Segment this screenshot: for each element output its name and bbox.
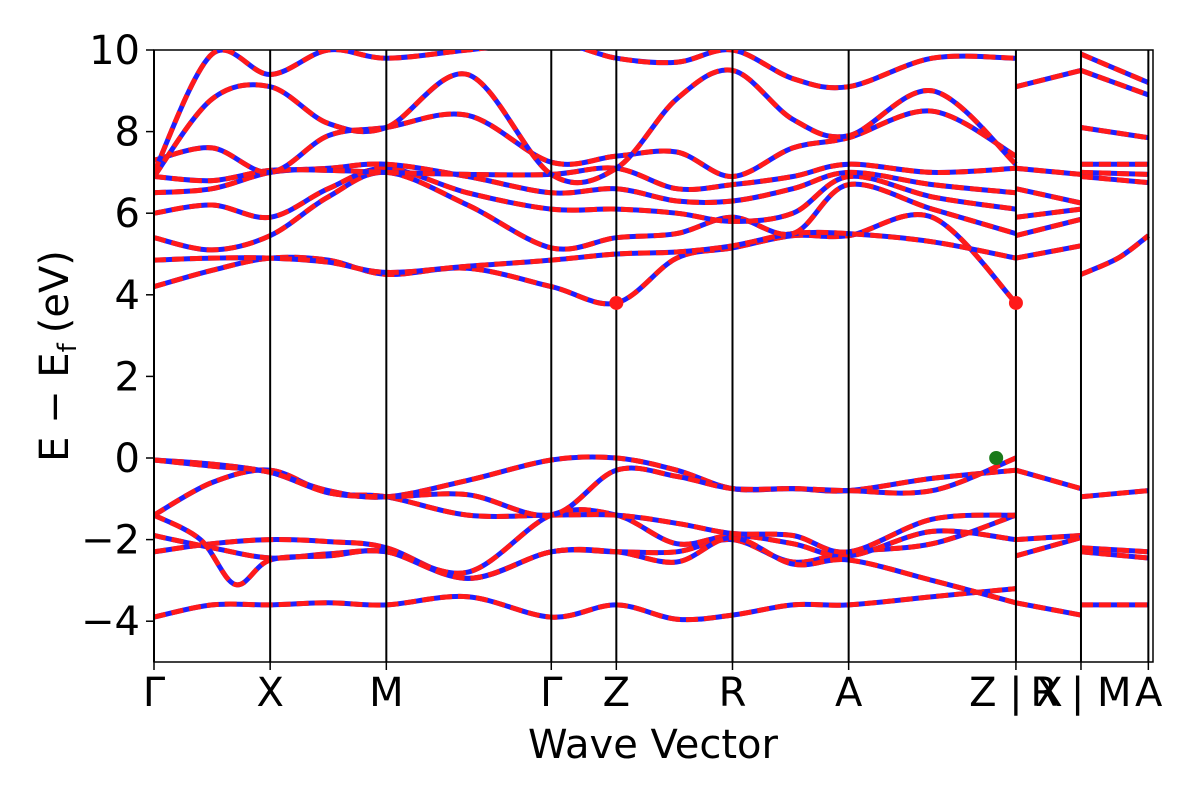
- band-line-spin-down-16: [1015, 67, 1082, 90]
- x-axis-label: Wave Vector: [528, 722, 779, 768]
- band-line-spin-down-20: [1015, 216, 1082, 239]
- band-line-spin-down-35: [1080, 549, 1149, 561]
- band-line-spin-down-17: [1015, 165, 1082, 177]
- band-line-spin-down-22: [1015, 467, 1082, 492]
- band-line-spin-down-24: [1015, 535, 1082, 559]
- band-line-spin-down-27: [1080, 68, 1150, 98]
- high-symmetry-lines: [153, 50, 1150, 662]
- y-tick-label: −4: [81, 599, 140, 645]
- band-line-spin-down-6: [154, 455, 1017, 519]
- band-line-spin-down-3: [154, 512, 1017, 606]
- band-line-spin-down-7: [154, 212, 1018, 307]
- y-axis-label-unit: (eV): [32, 250, 78, 333]
- y-tick-label: 0: [115, 436, 140, 482]
- x-tick-label: R: [719, 670, 747, 716]
- band-line-spin-down-25: [1015, 600, 1082, 618]
- extremum-marker-0: [609, 295, 624, 310]
- band-line-spin-down-23: [1015, 533, 1082, 543]
- x-tick-label: M: [369, 670, 404, 716]
- band-line-spin-down-33: [1080, 488, 1149, 500]
- y-axis-ticks: −4 −2 0 2 4 6 8 10: [81, 28, 154, 645]
- band-line-spin-down-34: [1080, 545, 1149, 555]
- y-axis-label: E − Ef (eV): [32, 250, 83, 462]
- x-tick-label: X: [256, 670, 283, 716]
- y-tick-label: 8: [115, 110, 140, 156]
- band-line-spin-down-30: [1080, 169, 1149, 177]
- x-tick-label: Z | X: [969, 670, 1063, 716]
- x-tick-label: R | M: [1030, 670, 1131, 716]
- plot-area: [153, 49, 1154, 663]
- y-tick-label: 6: [115, 191, 140, 237]
- band-line-spin-down-32: [1080, 233, 1150, 277]
- y-tick-label: −2: [81, 518, 140, 564]
- band-line-spin-down-8: [154, 229, 1017, 275]
- y-tick-label: 10: [89, 28, 140, 74]
- band-line-spin-down-18: [1015, 186, 1082, 206]
- plot-frame: [153, 49, 1154, 663]
- band-line-spin-down-28: [1080, 125, 1149, 141]
- x-tick-label: A: [835, 670, 863, 716]
- x-tick-label: Γ: [540, 670, 563, 716]
- band-line-spin-down-1: [154, 512, 1017, 581]
- y-axis-label-main: E − E: [32, 352, 78, 462]
- band-line-spin-down-21: [1015, 243, 1082, 261]
- y-tick-label: 2: [115, 354, 140, 400]
- extremum-markers: [609, 295, 1023, 465]
- x-tick-label: A: [1135, 670, 1163, 716]
- x-tick-label: Z: [603, 670, 630, 716]
- extremum-marker-1: [1008, 295, 1023, 310]
- band-line-spin-down-31: [1080, 174, 1149, 186]
- band-line-spin-down-19: [1015, 206, 1082, 220]
- y-axis-label-subscript: f: [53, 342, 83, 352]
- extremum-marker-2: [989, 451, 1004, 465]
- band-line-spin-down-26: [1080, 51, 1150, 85]
- x-tick-label: Γ: [143, 670, 166, 716]
- y-tick-label: 4: [115, 273, 140, 319]
- band-line-spin-down-4: [154, 467, 1017, 555]
